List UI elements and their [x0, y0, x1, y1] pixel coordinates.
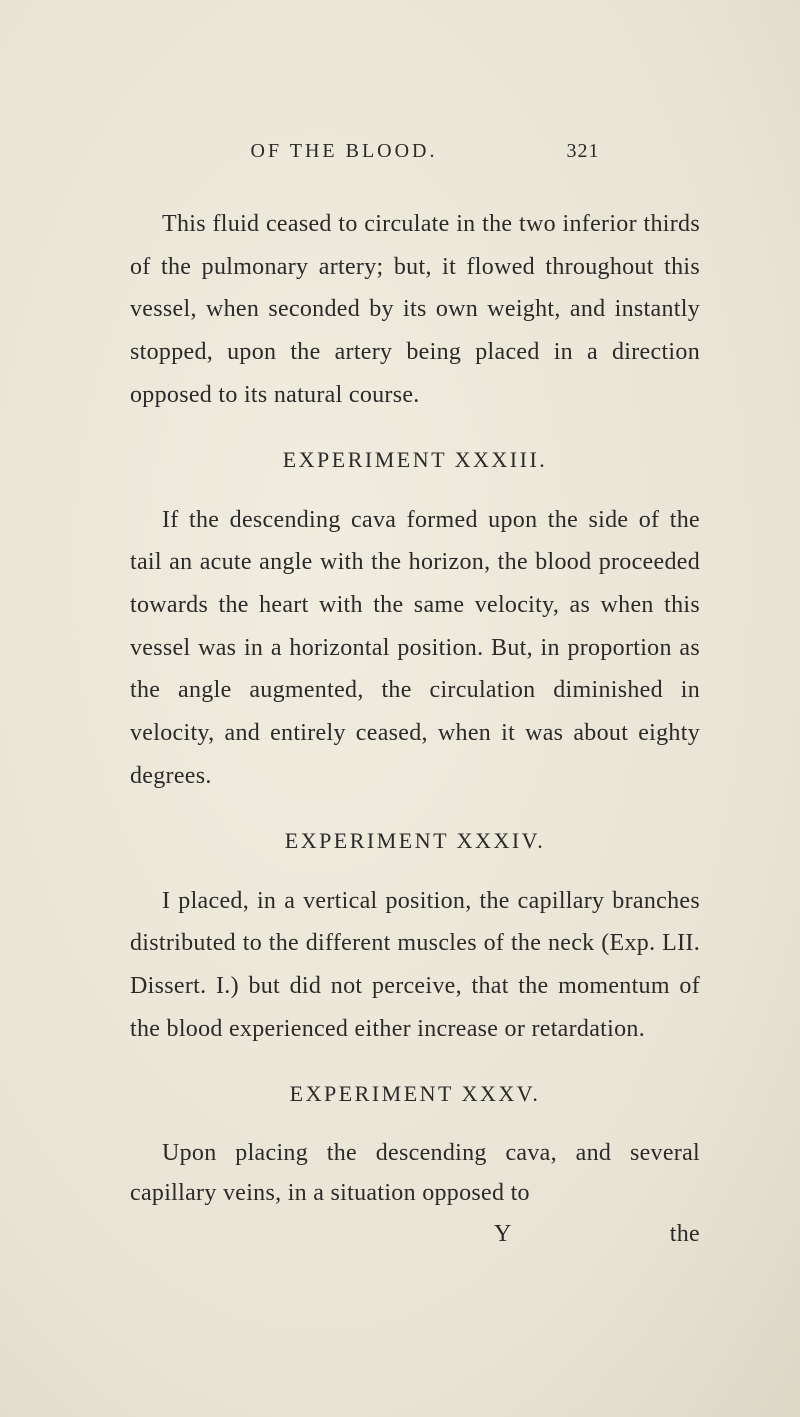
paragraph: If the descending cava formed upon the s… — [130, 499, 700, 798]
catchword: the — [670, 1214, 700, 1255]
paragraph: I placed, in a vertical position, the ca… — [130, 880, 700, 1051]
paragraph: This fluid ceased to circulate in the tw… — [130, 203, 700, 417]
experiment-heading-34: EXPERIMENT XXXIV. — [130, 828, 700, 854]
experiment-heading-35: EXPERIMENT XXXV. — [130, 1081, 700, 1107]
running-header: OF THE BLOOD. 321 — [130, 140, 700, 163]
paragraph-partial: Upon placing the descending cava, and se… — [130, 1133, 700, 1255]
experiment-heading-33: EXPERIMENT XXXIII. — [130, 447, 700, 473]
page: OF THE BLOOD. 321 This fluid ceased to c… — [0, 0, 800, 1417]
paragraph-text: Upon placing the descending cava, and se… — [130, 1140, 700, 1207]
signature-mark: Y — [393, 1214, 613, 1255]
header-pagenum: 321 — [566, 140, 599, 163]
header-title: OF THE BLOOD. — [251, 140, 438, 163]
